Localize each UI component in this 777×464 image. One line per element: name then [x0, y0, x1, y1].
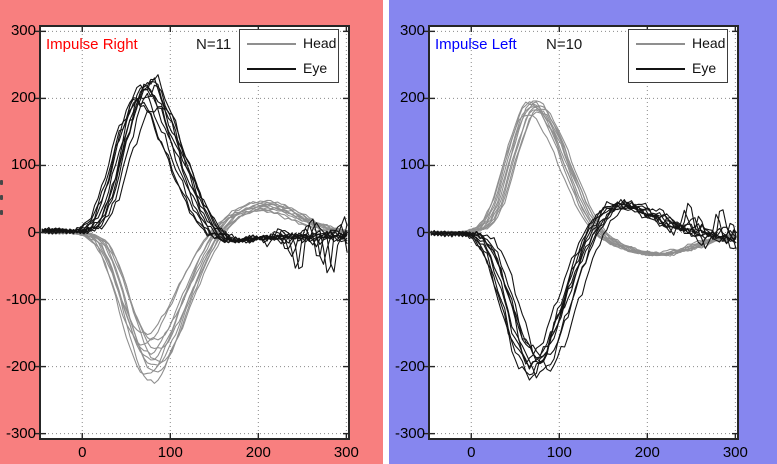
y-tick-label: 200	[10, 89, 36, 107]
n-count-label: N=10	[546, 36, 583, 53]
legend-box: Head Eye	[628, 29, 728, 83]
legend-row-eye: Eye	[240, 56, 338, 81]
legend-eye-line-sample	[636, 68, 685, 70]
x-tick-label: 200	[245, 444, 271, 461]
x-tick-label: 300	[333, 444, 359, 461]
plot-area-impulse-left	[424, 25, 739, 440]
cropped-ylabel-fragment	[0, 180, 3, 185]
y-tick-label: 0	[27, 223, 36, 241]
x-tick-label: 100	[157, 444, 183, 461]
y-tick-label: -100	[5, 290, 36, 308]
y-tick-label: 300	[399, 22, 425, 40]
legend-eye-label: Eye	[692, 60, 717, 76]
plot-title-impulse-left: Impulse Left	[435, 36, 517, 53]
legend-head-label: Head	[303, 35, 337, 51]
y-tick-label: 100	[10, 156, 36, 174]
y-tick-label: 100	[399, 156, 425, 174]
legend-row-head: Head	[629, 31, 727, 56]
plot-area-impulse-right	[35, 25, 350, 440]
cropped-ylabel-fragment	[0, 210, 3, 215]
plot-title-impulse-right: Impulse Right	[46, 36, 138, 53]
n-count-label: N=11	[196, 36, 232, 53]
legend-head-line-sample	[636, 43, 685, 45]
legend-row-eye: Eye	[629, 56, 727, 81]
legend-row-head: Head	[240, 31, 338, 56]
y-tick-label: -200	[394, 357, 425, 375]
y-tick-label: -300	[5, 424, 36, 442]
legend-eye-line-sample	[247, 68, 296, 70]
x-tick-label: 100	[546, 444, 572, 461]
legend-eye-label: Eye	[303, 60, 328, 76]
panel-impulse-right: Impulse Right N=11 Head Eye 300 200 100 0 -1…	[0, 0, 383, 464]
legend-head-label: Head	[692, 35, 726, 51]
y-tick-label: -300	[394, 424, 425, 442]
x-tick-label: 300	[722, 444, 748, 461]
y-tick-label: 300	[10, 22, 36, 40]
x-tick-label: 0	[78, 444, 87, 461]
x-tick-label: 0	[467, 444, 476, 461]
y-tick-label: 200	[399, 89, 425, 107]
y-tick-label: 0	[416, 223, 425, 241]
panel-impulse-left: Impulse Left N=10 Head Eye 300 200 100 0 -10…	[389, 0, 777, 464]
legend-box: Head Eye	[239, 29, 339, 83]
y-tick-label: -100	[394, 290, 425, 308]
legend-head-line-sample	[247, 43, 296, 45]
y-tick-label: -200	[5, 357, 36, 375]
x-tick-label: 200	[634, 444, 660, 461]
cropped-ylabel-fragment	[0, 195, 3, 200]
